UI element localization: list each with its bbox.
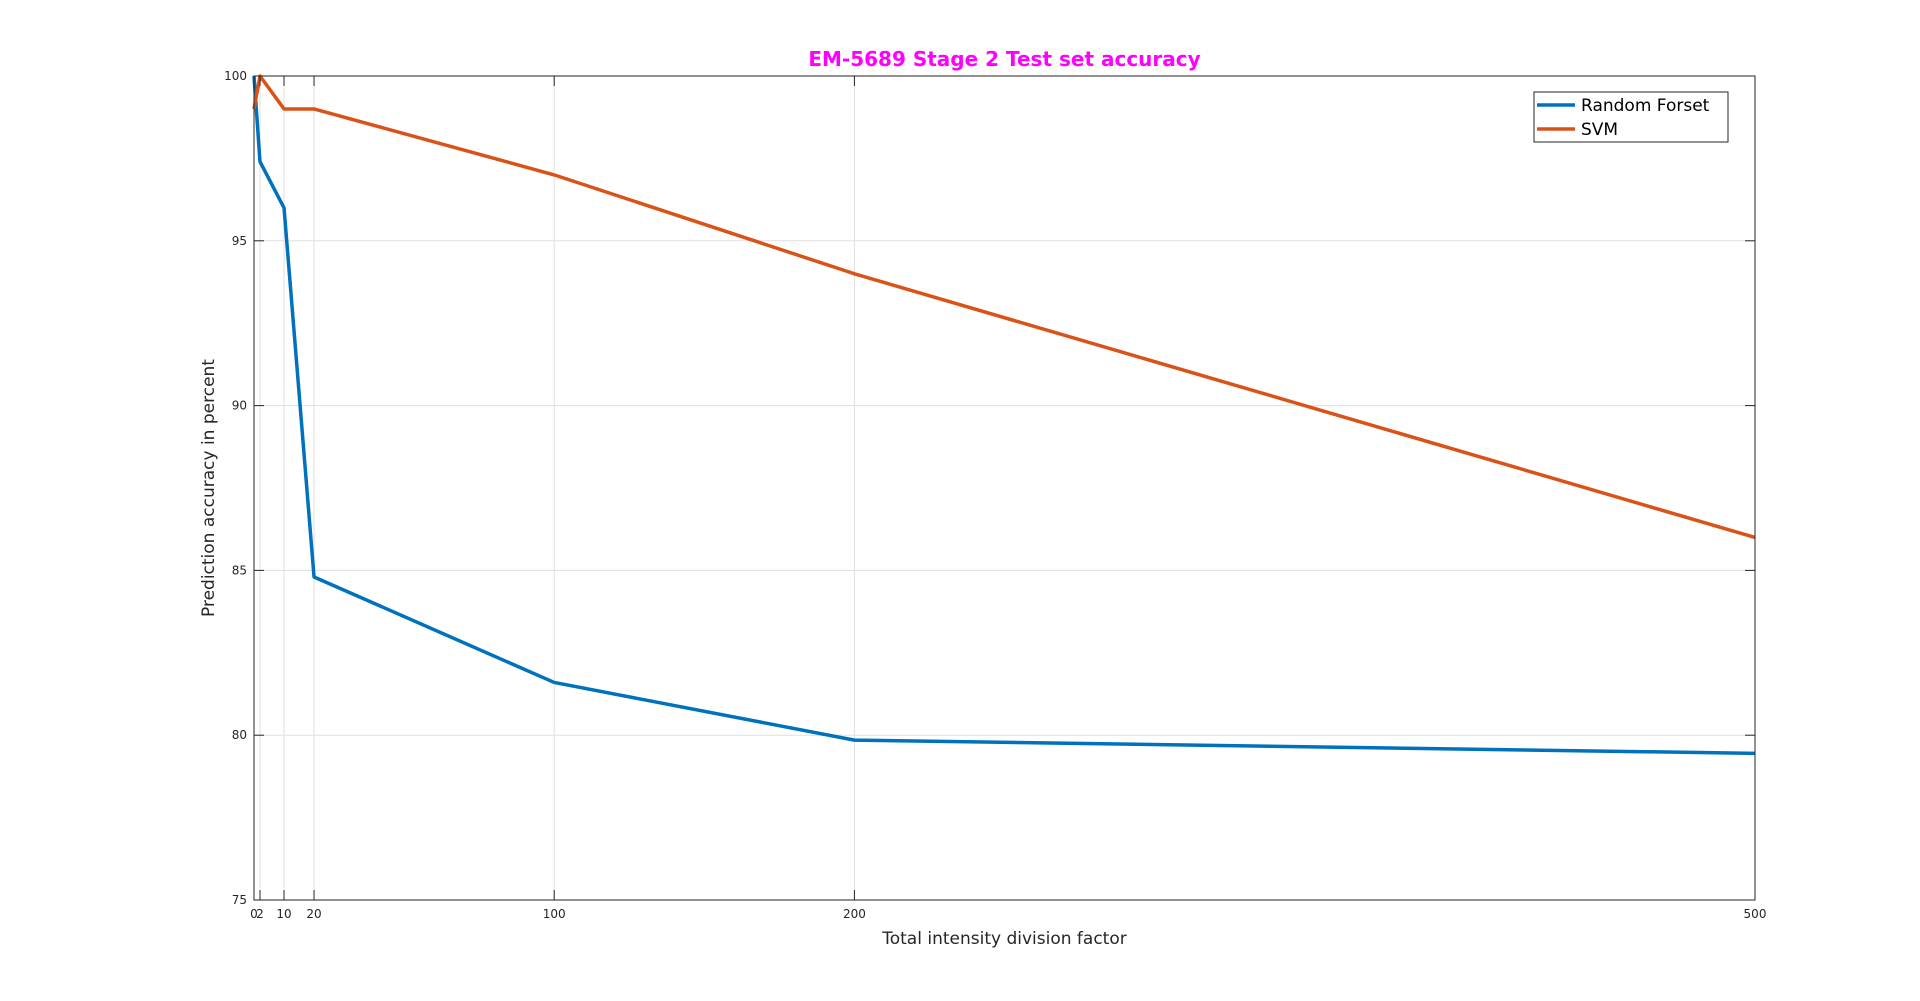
y-axis-label: Prediction accuracy in percent [199, 359, 219, 617]
x-tick-label: 20 [306, 907, 321, 921]
x-tick-label: 100 [543, 907, 566, 921]
tick-marks [253, 75, 1756, 901]
legend-entries: Random Forset SVM [1537, 96, 1710, 140]
y-tick-label: 90 [232, 399, 247, 413]
plot-area [252, 74, 1756, 901]
x-tick-label: 10 [276, 907, 291, 921]
chart-title: EM-5689 Stage 2 Test set accuracy [808, 47, 1200, 71]
plot-background [254, 76, 1755, 900]
series-line-random-forset [252, 75, 1756, 756]
axes-box [253, 75, 1756, 901]
x-tick-label: 500 [1744, 907, 1767, 921]
y-tick-label: 100 [224, 69, 247, 83]
y-tick-label: 80 [232, 728, 247, 742]
y-tick-label: 75 [232, 893, 247, 907]
legend: Random Forset SVM [1533, 91, 1729, 143]
legend-label: Random Forset [1581, 96, 1710, 116]
x-tick-labels: 02 10 20 100 200 500 [250, 907, 1766, 921]
x-tick-label: 0 [250, 907, 258, 921]
y-tick-label: 85 [232, 563, 247, 577]
legend-label: SVM [1581, 120, 1618, 140]
x-tick-label: 2 [256, 907, 264, 921]
y-tick-label: 95 [232, 234, 247, 248]
x-tick-label: 200 [843, 907, 866, 921]
x-axis-label: Total intensity division factor [881, 929, 1126, 949]
legend-box [1533, 91, 1729, 143]
y-tick-labels: 75 80 85 90 95 100 [224, 69, 247, 907]
